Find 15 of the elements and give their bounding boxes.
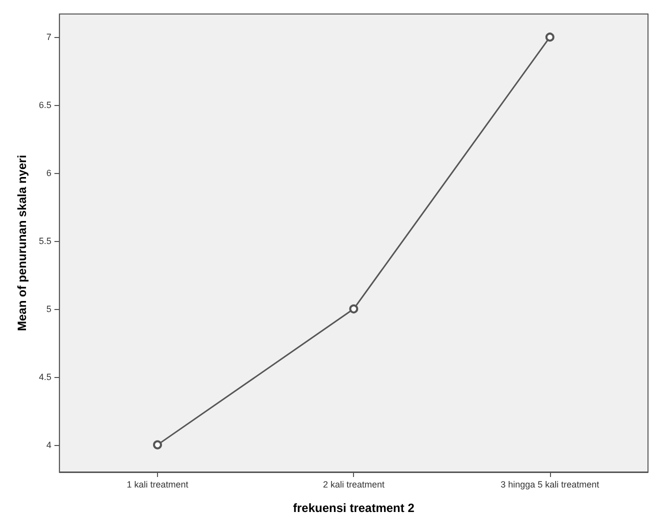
x-tick-label: 3 hingga 5 kali treatment — [500, 480, 600, 490]
y-tick-label: 6.5 — [38, 100, 52, 110]
y-tick-label: 6 — [46, 168, 52, 178]
point — [349, 304, 358, 314]
y-tick-label: 4 — [46, 440, 52, 450]
y-axis-title: Mean of penurunan skala nyeri — [15, 154, 29, 332]
x-tick-label: 2 kali treatment — [322, 480, 385, 490]
y-tick-label: 5 — [46, 304, 52, 314]
y-tick-label: 4.5 — [38, 372, 52, 382]
y-tick-label: 7 — [46, 32, 52, 42]
point — [153, 440, 162, 450]
x-axis-title: frekuensi treatment 2 — [293, 501, 415, 515]
x-tick-label: 1 kali treatment — [126, 480, 189, 490]
y-tick-label: 5.5 — [38, 236, 52, 246]
point — [545, 32, 554, 42]
